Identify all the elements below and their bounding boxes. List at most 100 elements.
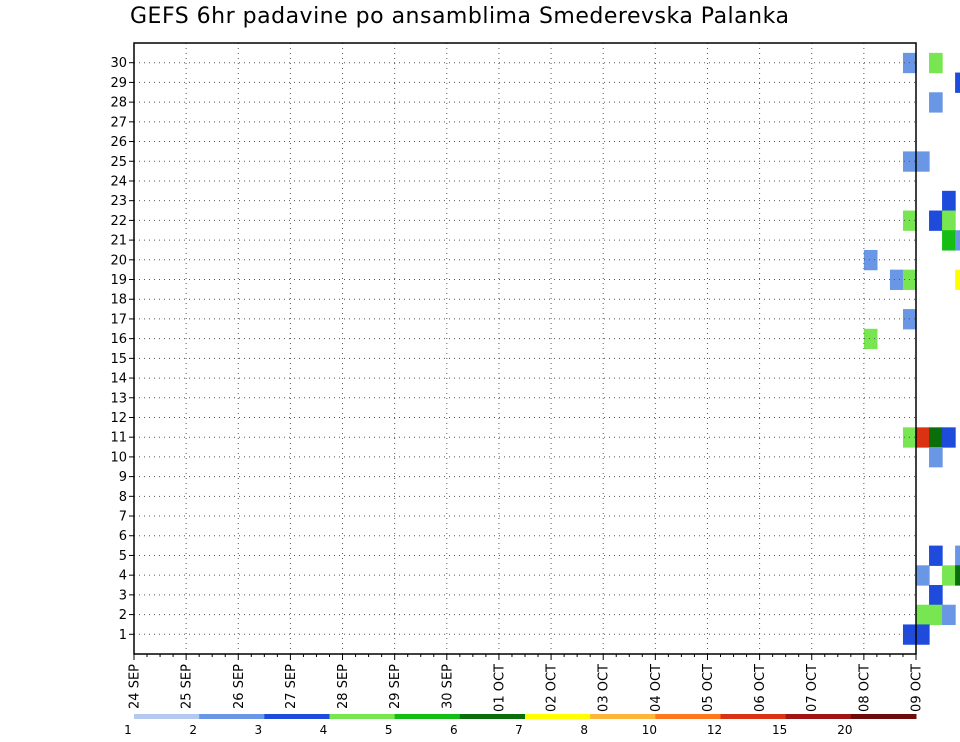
colorbar-segment — [850, 714, 917, 719]
x-tick-label: 27 SEP — [284, 664, 299, 709]
heatmap-cell — [929, 545, 943, 566]
x-tick-label: 25 SEP — [180, 664, 195, 709]
colorbar-segment — [264, 714, 330, 719]
colorbar-label: 7 — [515, 723, 523, 737]
x-tick-label: 01 OCT — [492, 664, 507, 712]
heatmap-cell — [929, 604, 943, 626]
y-tick-label: 10 — [110, 450, 127, 465]
y-tick-label: 17 — [110, 312, 127, 327]
heatmap-cell — [916, 604, 930, 626]
y-tick-label: 1 — [119, 628, 127, 643]
y-tick-label: 5 — [119, 549, 127, 564]
y-tick-label: 23 — [110, 194, 127, 209]
x-tick-label: 30 SEP — [440, 664, 455, 709]
heatmap-cell — [955, 230, 960, 251]
heatmap-cell — [916, 565, 930, 586]
y-tick-label: 28 — [110, 96, 127, 111]
heatmap-cell — [916, 624, 930, 645]
y-tick-label: 2 — [119, 608, 127, 623]
y-tick-label: 27 — [110, 115, 127, 130]
y-tick-label: 22 — [110, 214, 127, 229]
heatmap-cell — [929, 585, 943, 606]
y-tick-label: 19 — [110, 273, 127, 288]
y-tick-label: 16 — [110, 332, 127, 347]
colorbar-segment — [394, 714, 461, 719]
x-tick-label: 08 OCT — [857, 664, 872, 712]
y-tick-label: 12 — [110, 411, 127, 426]
y-tick-label: 30 — [110, 56, 127, 71]
y-tick-label: 14 — [110, 372, 127, 387]
y-tick-label: 24 — [110, 174, 127, 189]
colorbar-segment — [785, 714, 852, 719]
colorbar-label: 1 — [124, 723, 132, 737]
heatmap-cell — [929, 92, 943, 113]
colorbar-label: 5 — [385, 723, 393, 737]
heatmap-cell — [942, 427, 956, 448]
heatmap-cell — [916, 427, 930, 448]
x-tick-label: 26 SEP — [232, 664, 247, 709]
y-tick-label: 21 — [110, 234, 127, 249]
y-tick-label: 4 — [119, 569, 127, 584]
heatmap-cell — [942, 230, 956, 251]
heatmap-cell — [929, 447, 943, 468]
colorbar-label: 20 — [837, 723, 852, 737]
colorbar-label: 6 — [450, 723, 458, 737]
heatmap-cell — [942, 190, 956, 212]
heatmap-cell — [863, 328, 878, 350]
plot-frame — [133, 42, 917, 655]
heatmap-cell — [955, 565, 960, 586]
heatmap-cell — [955, 545, 960, 566]
colorbar-label: 3 — [255, 723, 263, 737]
y-tick-label: 6 — [119, 529, 127, 544]
x-tick-label: 24 SEP — [128, 664, 143, 709]
colorbar-label: 8 — [580, 723, 588, 737]
heatmap-cell — [929, 210, 943, 231]
x-tick-label: 06 OCT — [753, 664, 768, 712]
colorbar-segment — [655, 714, 721, 719]
colorbar-label: 2 — [189, 723, 197, 737]
y-tick-label: 29 — [110, 76, 127, 91]
heatmap-cell — [929, 52, 943, 74]
x-tick-label: 09 OCT — [910, 664, 925, 712]
x-tick-label: 02 OCT — [545, 664, 560, 712]
y-tick-label: 11 — [110, 431, 127, 446]
heatmap-cell — [916, 151, 930, 172]
colorbar-segment — [199, 714, 265, 719]
y-tick-label: 26 — [110, 135, 127, 150]
colorbar-label: 15 — [772, 723, 787, 737]
heatmap-cell — [955, 72, 960, 93]
y-tick-label: 15 — [110, 352, 127, 367]
heatmap-cell — [942, 565, 956, 586]
heatmap-cell — [929, 427, 943, 448]
heatmap-cell — [955, 269, 960, 290]
y-tick-label: 3 — [119, 588, 127, 603]
colorbar-segment — [459, 714, 526, 719]
x-tick-label: 28 SEP — [336, 664, 351, 709]
x-tick-label: 29 SEP — [388, 664, 403, 709]
colorbar-segment — [720, 714, 787, 719]
y-tick-label: 20 — [110, 253, 127, 268]
heatmap-cell — [942, 210, 956, 231]
colorbar-segment — [329, 714, 396, 719]
colorbar-label: 10 — [642, 723, 657, 737]
chart-title: GEFS 6hr padavine po ansamblima Smederev… — [130, 4, 790, 29]
x-tick-label: 04 OCT — [649, 664, 664, 712]
colorbar-label: 12 — [707, 723, 722, 737]
colorbar-label: 4 — [320, 723, 328, 737]
colorbar-segment — [134, 714, 200, 719]
heatmap-cell — [863, 249, 878, 271]
y-tick-label: 9 — [119, 470, 127, 485]
y-tick-label: 8 — [119, 490, 127, 505]
colorbar-segment — [525, 714, 591, 719]
heatmap-cell — [942, 604, 956, 626]
y-tick-label: 7 — [119, 510, 127, 525]
y-tick-label: 25 — [110, 155, 127, 170]
y-tick-label: 13 — [110, 391, 127, 406]
x-tick-label: 07 OCT — [805, 664, 820, 712]
x-tick-label: 05 OCT — [701, 664, 716, 712]
x-tick-label: 03 OCT — [597, 664, 612, 712]
y-tick-label: 18 — [110, 293, 127, 308]
colorbar-segment — [590, 714, 656, 719]
heatmap-cell — [889, 269, 904, 290]
